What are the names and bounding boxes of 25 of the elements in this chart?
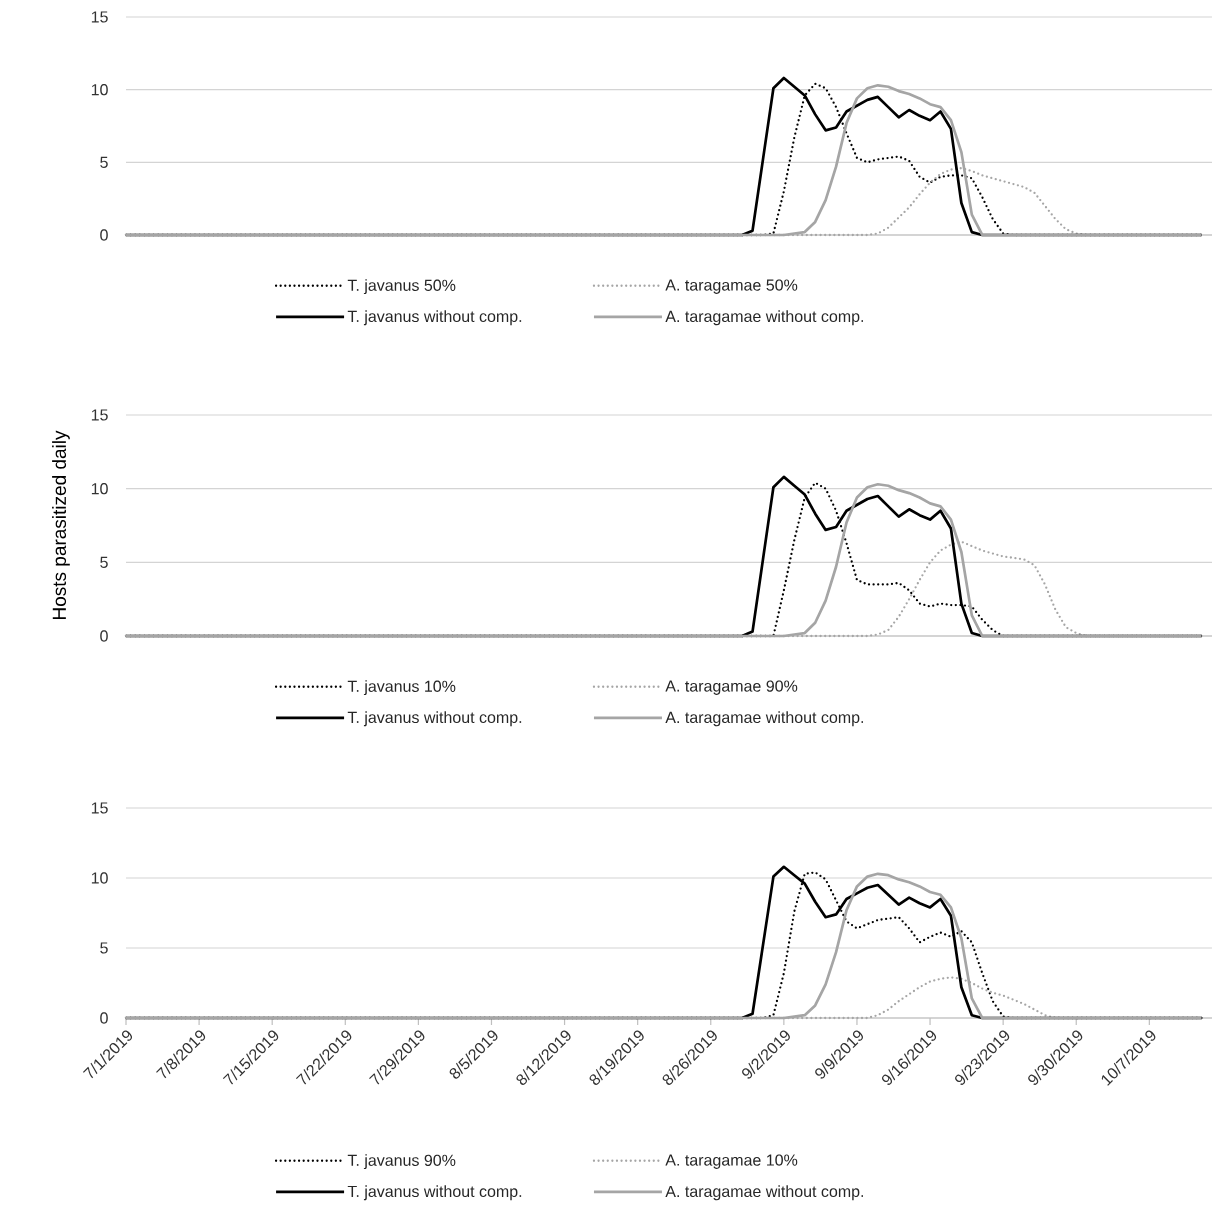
legend-label: T. javanus 50% [347, 279, 456, 295]
y-tick-label: 5 [100, 156, 108, 168]
y-tick-label: 5 [100, 942, 108, 954]
y-tick-label: 10 [91, 872, 108, 884]
y-tick-label: 10 [91, 84, 108, 96]
y-tick-label: 0 [100, 1012, 108, 1024]
legend-label: A. taragamae 50% [665, 279, 798, 294]
legend-label: T. javanus 90% [347, 1154, 456, 1170]
y-tick-label: 10 [91, 483, 108, 495]
legend-label: T. javanus without comp. [347, 1185, 522, 1201]
legend-label: T. javanus without comp. [347, 310, 522, 326]
legend-label: T. javanus 10% [347, 680, 456, 696]
y-tick-label: 15 [91, 11, 108, 23]
y-tick-label: 15 [91, 802, 108, 814]
legend-label: A. taragamae without comp. [665, 310, 864, 326]
legend-label: A. taragamae without comp. [665, 1185, 864, 1201]
legend-label: A. taragamae 90% [665, 680, 798, 695]
legend-label: T. javanus without comp. [347, 711, 522, 727]
legend-label: A. taragamae without comp. [665, 711, 864, 727]
y-tick-label: 5 [100, 556, 108, 568]
y-tick-label: 0 [100, 630, 108, 642]
y-tick-label: 0 [100, 229, 108, 241]
y-tick-label: 15 [91, 409, 108, 421]
y-axis-title: Hosts parasitized daily [52, 430, 70, 619]
legend-label: A. taragamae 10% [665, 1154, 798, 1169]
